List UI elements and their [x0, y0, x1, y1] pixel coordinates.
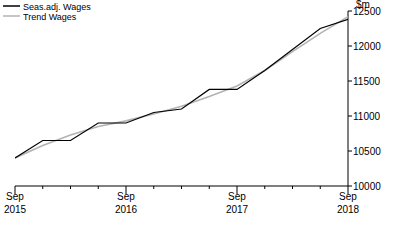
x-tick-label-line: 2015	[4, 204, 27, 215]
legend-label: Seas.adj. Wages	[23, 2, 91, 12]
y-axis	[348, 11, 349, 186]
series-line	[15, 19, 348, 158]
x-tick-label-line: 2017	[226, 204, 249, 215]
x-tick-label-line: 2018	[337, 204, 360, 215]
x-minor-tick	[181, 186, 182, 189]
legend-label: Trend Wages	[23, 12, 77, 22]
x-tick-label: Sep 2016	[115, 191, 138, 215]
x-tick-label: Sep 2017	[226, 191, 249, 215]
y-tick-label: 11500	[353, 76, 381, 87]
y-tick	[348, 81, 352, 82]
x-minor-tick	[292, 186, 293, 189]
x-tick-label-line: Sep	[228, 191, 246, 202]
y-tick	[348, 116, 352, 117]
y-tick-label: 11000	[353, 111, 381, 122]
x-minor-tick	[320, 186, 321, 189]
legend-swatch	[3, 15, 20, 17]
y-tick-label: 10500	[353, 146, 381, 157]
y-tick	[348, 186, 352, 187]
x-tick-label-line: 2016	[115, 204, 138, 215]
y-tick	[348, 151, 352, 152]
series-line	[15, 17, 348, 158]
x-minor-tick	[153, 186, 154, 189]
y-tick	[348, 11, 352, 12]
y-tick-label: 10000	[353, 181, 381, 192]
x-tick-label: Sep 2015	[4, 191, 27, 215]
y-tick	[348, 46, 352, 47]
x-minor-tick	[98, 186, 99, 189]
x-tick-label-line: Sep	[117, 191, 135, 202]
y-label: $m	[356, 0, 370, 10]
x-tick-label-line: Sep	[6, 191, 24, 202]
x-minor-tick	[42, 186, 43, 189]
x-minor-tick	[264, 186, 265, 189]
x-minor-tick	[209, 186, 210, 189]
x-minor-tick	[70, 186, 71, 189]
x-tick-label-line: Sep	[339, 191, 357, 202]
y-tick-label: 12000	[353, 41, 381, 52]
legend-swatch	[3, 5, 20, 7]
chart: 100001050011000115001200012500$mSep2015S…	[0, 0, 397, 227]
x-tick-label: Sep 2018	[337, 191, 360, 215]
plot-lines	[15, 17, 348, 158]
